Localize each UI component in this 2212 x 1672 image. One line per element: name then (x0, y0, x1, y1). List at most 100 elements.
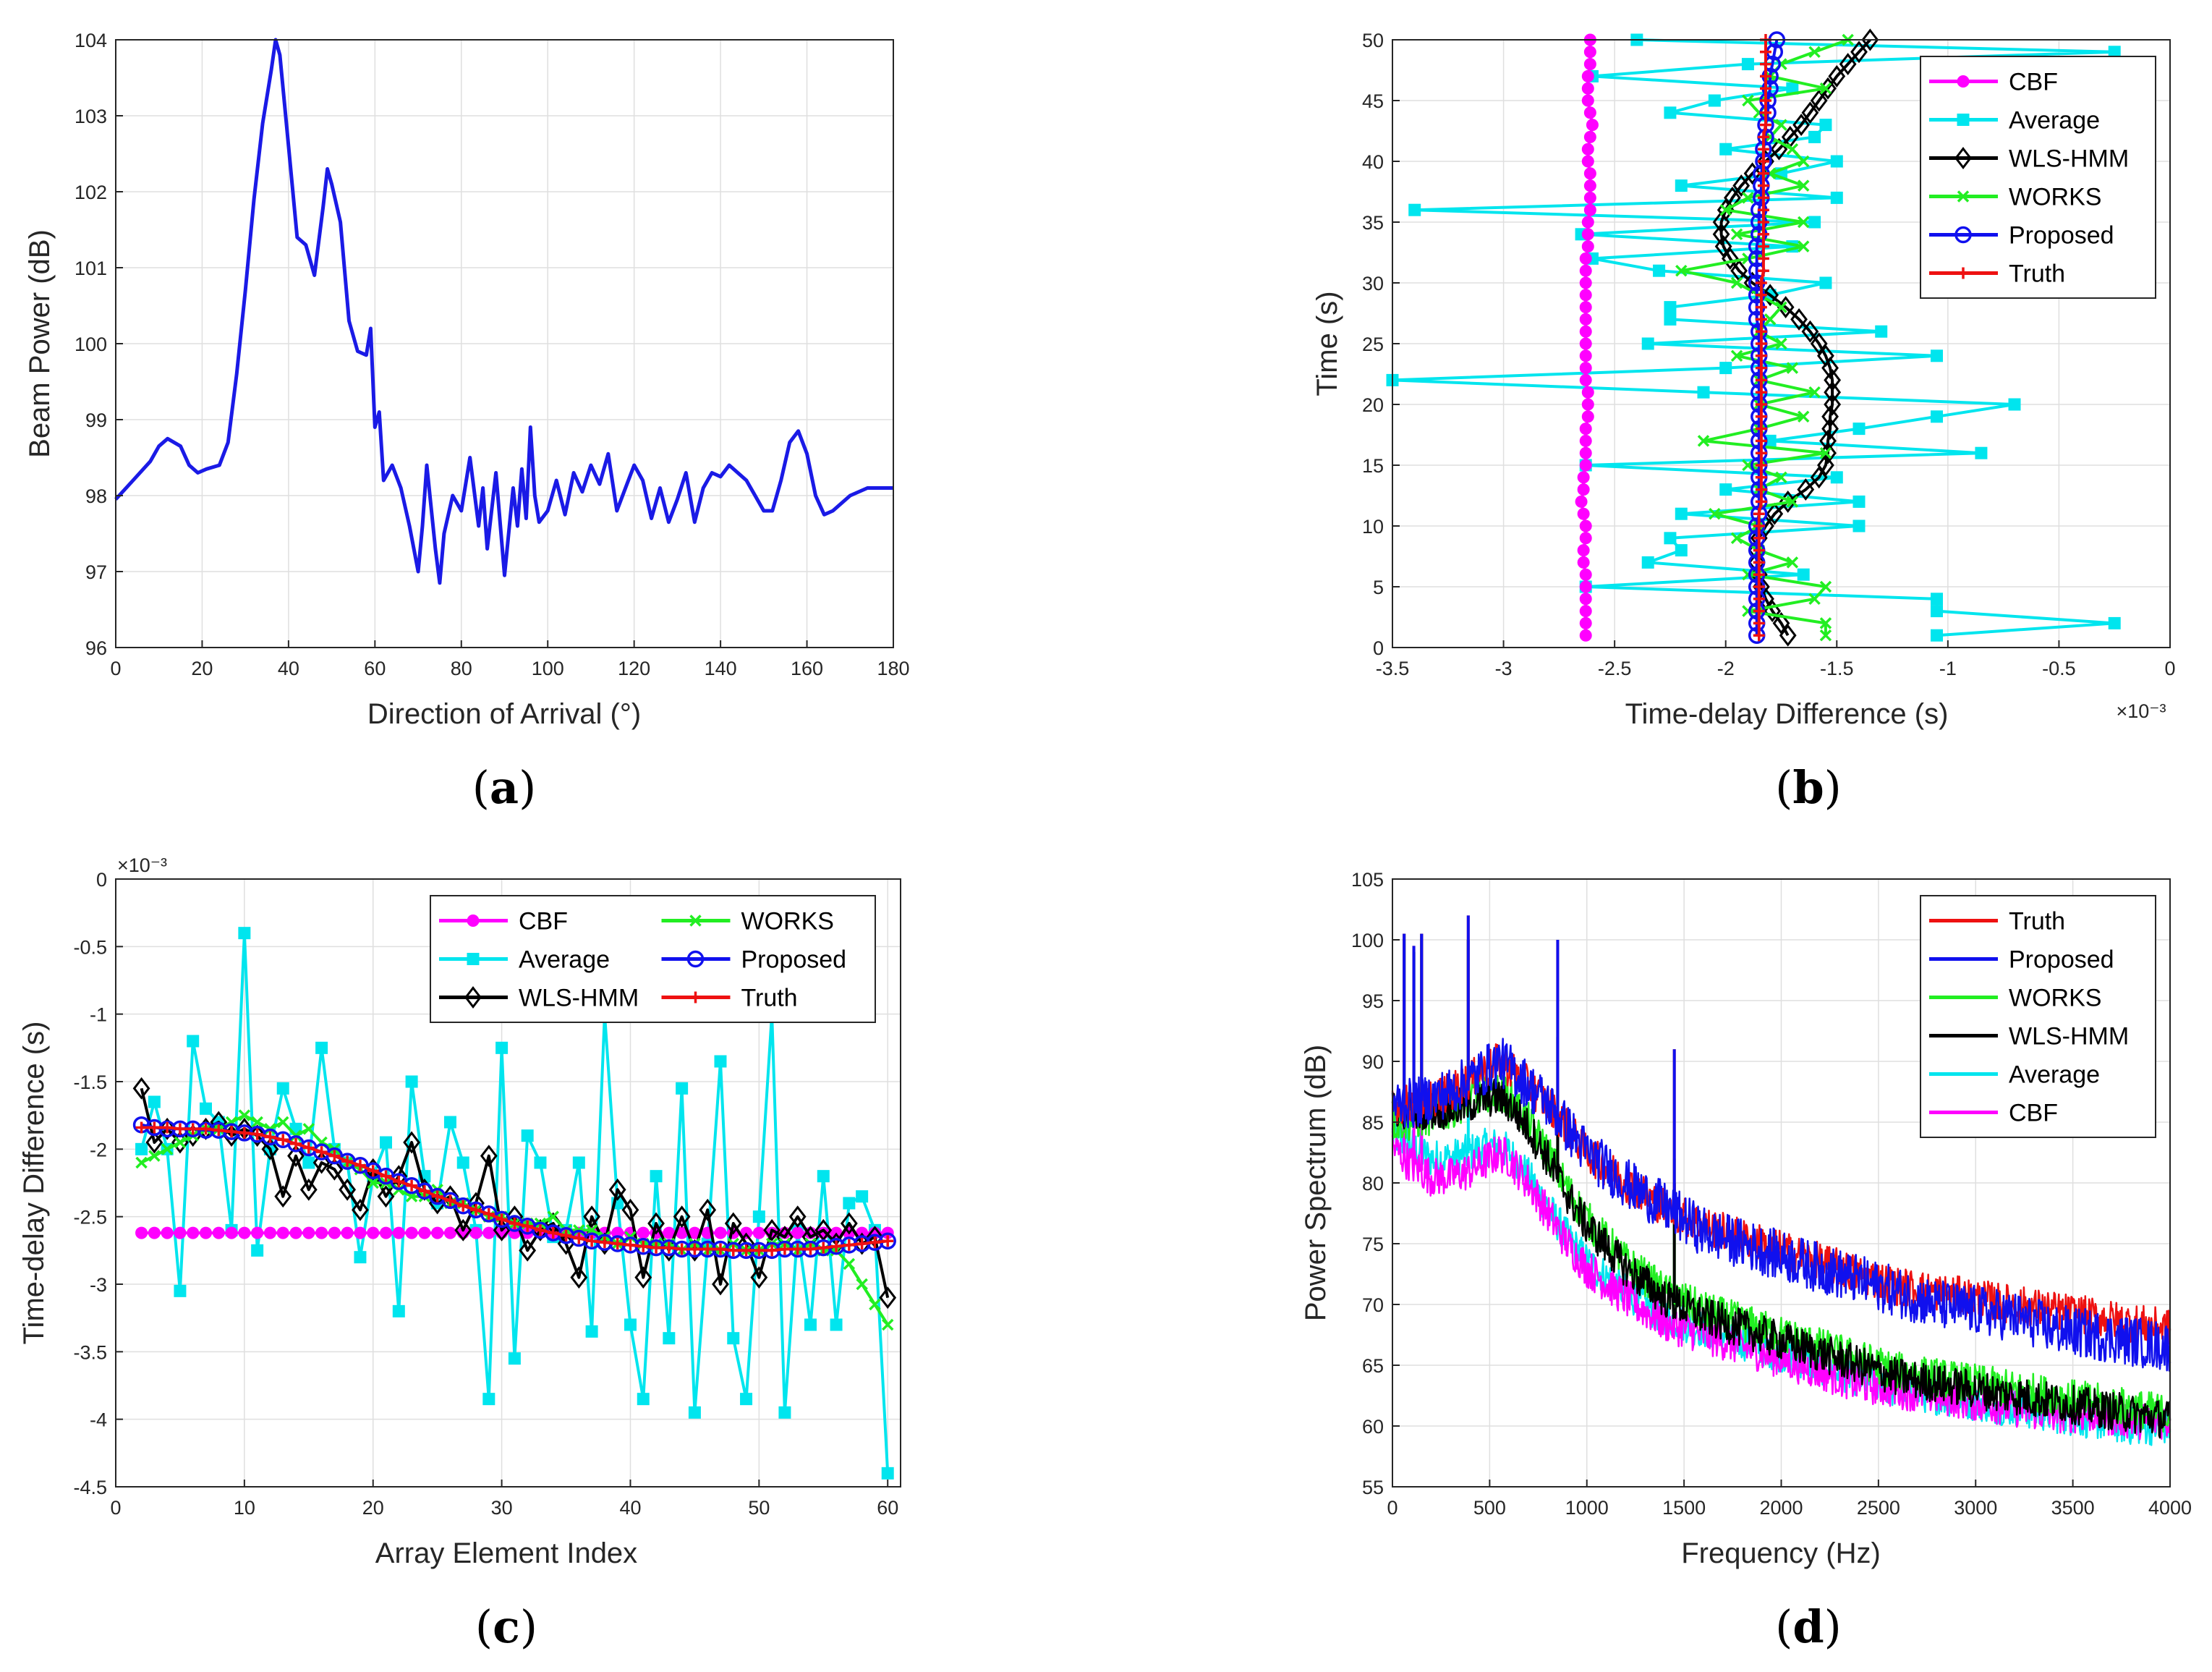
x-tick-label: 2500 (1857, 1497, 1900, 1519)
cbf-marker (1579, 532, 1592, 545)
x-tick-label: 20 (362, 1497, 384, 1519)
wls-hmm-marker (879, 1286, 897, 1310)
cbf-marker (1579, 616, 1592, 629)
works-marker (161, 1143, 174, 1155)
x-tick-label: -1.5 (1820, 658, 1854, 679)
average-marker (534, 1156, 547, 1169)
works-marker (1775, 471, 1787, 484)
works-marker (1808, 593, 1821, 606)
cbf-marker (418, 1226, 431, 1239)
truth-marker (1760, 82, 1771, 95)
truth-marker (778, 1243, 791, 1255)
truth-marker (226, 1126, 238, 1138)
average-marker (508, 1352, 521, 1365)
average-marker (881, 1467, 894, 1480)
average-marker (1675, 179, 1688, 192)
legend-label-average: Average (2009, 107, 2100, 135)
x-tick-label: 50 (748, 1497, 770, 1519)
average-marker (200, 1102, 213, 1115)
ticks-b: -3.5 -3 -2.5 -2 -1.5 -1 -0.5 0 0 5 10 15 20 25 30 35 40 4… (1362, 30, 2176, 679)
cbf-marker (1577, 544, 1590, 557)
cbf-marker (302, 1226, 315, 1239)
truth-marker (1757, 131, 1769, 143)
cbf-marker (752, 1226, 765, 1239)
x-tick-label: -3 (1495, 658, 1513, 679)
legend-wls-hmm-marker (464, 986, 482, 1009)
wls-hmm-marker (132, 1077, 150, 1100)
works-marker (856, 1278, 868, 1291)
works-marker (1709, 507, 1721, 520)
average-marker (830, 1318, 843, 1331)
y-tick-label: -0.5 (73, 936, 107, 958)
truth-marker (213, 1124, 225, 1137)
truth-marker (727, 1244, 739, 1257)
panel-label-a: (a) (472, 761, 537, 814)
x-tick-label: 60 (364, 658, 386, 679)
y-exponent-c: ×10⁻³ (117, 854, 167, 876)
average-marker (392, 1304, 405, 1317)
truth-marker (1753, 508, 1765, 520)
cbf-marker (276, 1226, 289, 1239)
y-tick-label: 50 (1362, 30, 1384, 51)
y-tick-label: -2 (90, 1139, 107, 1160)
legend-label-average: Average (519, 946, 610, 974)
works-marker (1730, 532, 1743, 545)
wls-hmm-marker (673, 1205, 691, 1228)
wls-hmm-marker (750, 1266, 768, 1289)
average-marker (1708, 94, 1721, 107)
truth-marker (714, 1243, 726, 1255)
legend-label-wls-hmm: WLS-HMM (2009, 1023, 2129, 1051)
cbf-marker (637, 1226, 650, 1239)
y-tick-label: 75 (1362, 1234, 1384, 1255)
works-marker (174, 1136, 187, 1149)
cbf-marker (1577, 483, 1590, 496)
average-marker (276, 1082, 289, 1095)
cbf-marker (187, 1226, 200, 1239)
works-marker (1775, 301, 1787, 313)
cbf-marker (1579, 349, 1592, 362)
truth-marker (856, 1238, 868, 1249)
cbf-marker (263, 1226, 276, 1239)
truth-marker (1755, 349, 1767, 362)
truth-marker (444, 1194, 456, 1207)
average-marker (727, 1332, 740, 1345)
cbf-marker (1579, 276, 1592, 289)
truth-marker (328, 1150, 341, 1162)
truth-marker (598, 1236, 611, 1249)
truth-marker (482, 1208, 495, 1220)
truth-marker (200, 1123, 212, 1135)
cbf-marker (1581, 398, 1594, 411)
x-tick-label: -2.5 (1598, 658, 1632, 679)
works-marker (135, 1156, 148, 1169)
x-axis-label-c: Array Element Index (375, 1537, 637, 1569)
cbf-marker (1579, 313, 1592, 326)
average-marker (1852, 519, 1866, 532)
panel-b: -3.5 -3 -2.5 -2 -1.5 -1 -0.5 0 0 5 10 15 20 25 30 35 40 4… (1311, 28, 2176, 814)
works-marker (1819, 446, 1832, 459)
y-tick-label: 10 (1362, 516, 1384, 538)
works-marker (1775, 337, 1787, 350)
works-marker (843, 1257, 856, 1270)
legend-b: CBF Average WLS-HMM WORKS Proposed Truth (1920, 56, 2156, 299)
cbf-marker (1583, 203, 1596, 216)
works-marker (251, 1116, 263, 1129)
x-axis-label-b: Time-delay Difference (s) (1625, 698, 1949, 730)
legend-label-works: WORKS (2009, 985, 2101, 1012)
y-tick-label: 5 (1373, 577, 1384, 598)
works-marker (1819, 82, 1832, 95)
y-tick-label: -1 (90, 1004, 107, 1026)
x-tick-label: 160 (791, 658, 823, 679)
wls-hmm-marker (1721, 247, 1739, 270)
cbf-marker (1581, 410, 1594, 423)
legend-truth-marker (1957, 267, 1969, 279)
cbf-marker (1581, 155, 1594, 168)
cbf-marker (328, 1226, 341, 1239)
wls-hmm-marker (1824, 381, 1842, 404)
truth-marker (1755, 410, 1767, 423)
cbf-marker (148, 1226, 161, 1239)
truth-marker (702, 1243, 714, 1255)
average-marker (1808, 130, 1821, 143)
cbf-marker (1581, 69, 1594, 82)
cbf-marker (431, 1226, 444, 1239)
